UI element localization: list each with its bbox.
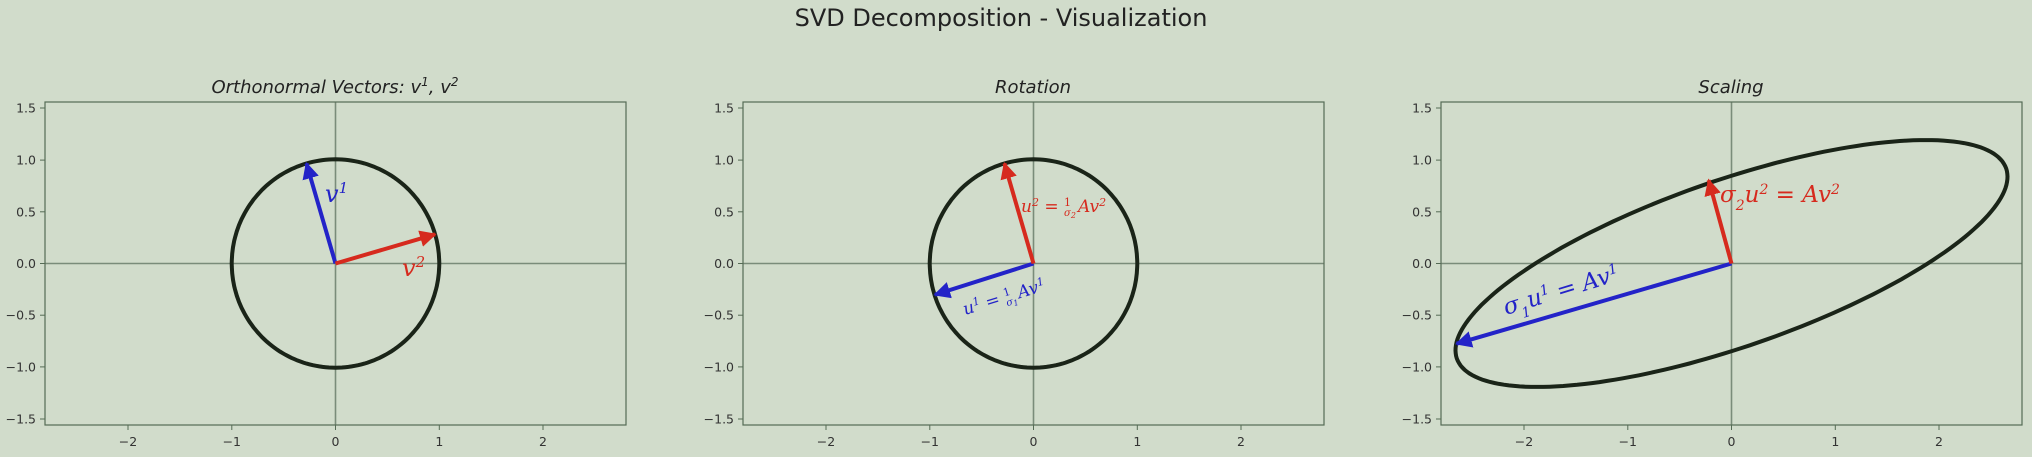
vector-u1 bbox=[933, 261, 1035, 299]
vector-sigma1_u1 bbox=[1454, 261, 1733, 348]
x-tick-label: 1 bbox=[1831, 434, 1839, 449]
panel-title-rotation: Rotation bbox=[995, 77, 1071, 98]
panel-orthonormal-vectors: Orthonormal Vectors: v1, v2 1.5 1.0 0.5 … bbox=[6, 75, 627, 449]
x-tick-label: −2 bbox=[119, 434, 137, 449]
y-tick-label: −1.0 bbox=[1402, 359, 1432, 374]
x-tick-label: 2 bbox=[539, 434, 547, 449]
vector-v1 bbox=[302, 161, 338, 265]
x-tick-labels: −2 −1 0 1 2 bbox=[119, 434, 547, 449]
y-tick-label: −1.5 bbox=[6, 412, 36, 427]
transformed-ellipse bbox=[1453, 138, 2010, 389]
x-tick-label: −2 bbox=[817, 434, 835, 449]
axes-panel-3: 1.5 1.0 0.5 0.0 −0.5 −1.0 −1.5 −2 −1 0 1… bbox=[1402, 101, 2023, 449]
vector-label-sigma1-u1: σ1u1 = Av1 bbox=[1500, 261, 1624, 327]
y-tick-labels: 1.5 1.0 0.5 0.0 −0.5 −1.0 −1.5 bbox=[6, 101, 36, 427]
x-tick-label: −1 bbox=[921, 434, 939, 449]
y-tick-label: −0.5 bbox=[704, 308, 734, 323]
panel-2-marks bbox=[927, 157, 1140, 370]
vector-label-v1: v1 bbox=[325, 179, 348, 208]
y-tick-labels: 1.5 1.0 0.5 0.0 −0.5 −1.0 −1.5 bbox=[704, 101, 734, 427]
y-tick-label: −1.5 bbox=[1402, 412, 1432, 427]
unit-circle bbox=[927, 157, 1140, 370]
vector-u2 bbox=[1000, 161, 1036, 265]
vector-v2 bbox=[334, 230, 437, 266]
y-tick-label: −1.0 bbox=[6, 359, 36, 374]
unit-circle bbox=[229, 157, 442, 370]
x-tick-label: 1 bbox=[435, 434, 443, 449]
x-tick-label: 0 bbox=[1728, 434, 1736, 449]
vector-label-sigma2-u2: σ2u2 = Av2 bbox=[1720, 182, 1840, 214]
panel-3-marks bbox=[1453, 138, 2010, 389]
y-tick-label: 1.5 bbox=[1412, 101, 1432, 116]
vector-label-v2: v2 bbox=[402, 253, 425, 282]
axes-panel-2: 1.5 1.0 0.5 0.0 −0.5 −1.0 −1.5 −2 −1 0 1… bbox=[704, 101, 1325, 449]
x-tick-label: 2 bbox=[1237, 434, 1245, 449]
y-tick-label: 1.0 bbox=[16, 153, 36, 168]
y-tick-label: −0.5 bbox=[6, 308, 36, 323]
y-tick-label: 0.0 bbox=[1412, 256, 1432, 271]
axes-panel-1: 1.5 1.0 0.5 0.0 −0.5 −1.0 −1.5 −2 −1 0 1… bbox=[6, 101, 627, 449]
y-tick-label: −1.0 bbox=[704, 359, 734, 374]
y-tick-label: 0.0 bbox=[16, 256, 36, 271]
y-tick-label: −1.5 bbox=[704, 412, 734, 427]
y-tick-label: 0.5 bbox=[1412, 204, 1432, 219]
y-tick-label: 1.5 bbox=[714, 101, 734, 116]
y-tick-label: 0.5 bbox=[714, 204, 734, 219]
x-tick-labels: −2 −1 0 1 2 bbox=[817, 434, 1245, 449]
y-tick-label: 0.5 bbox=[16, 204, 36, 219]
x-tick-label: 1 bbox=[1133, 434, 1141, 449]
y-tick-label: 0.0 bbox=[714, 256, 734, 271]
panel-scaling: Scaling 1.5 1.0 0.5 0.0 −0.5 −1.0 −1.5 −… bbox=[1402, 77, 2023, 449]
y-tick-label: −0.5 bbox=[1402, 308, 1432, 323]
x-tick-label: 2 bbox=[1935, 434, 1943, 449]
x-tick-label: −2 bbox=[1515, 434, 1533, 449]
y-tick-label: 1.5 bbox=[16, 101, 36, 116]
x-tick-label: −1 bbox=[1619, 434, 1637, 449]
figure-suptitle: SVD Decomposition - Visualization bbox=[795, 4, 1208, 32]
y-tick-labels: 1.5 1.0 0.5 0.0 −0.5 −1.0 −1.5 bbox=[1402, 101, 1432, 427]
y-tick-label: 1.0 bbox=[1412, 153, 1432, 168]
x-tick-label: 0 bbox=[332, 434, 340, 449]
panel-1-marks bbox=[229, 157, 442, 370]
panel-rotation: Rotation 1.5 1.0 0.5 0.0 −0.5 −1.0 −1.5 … bbox=[704, 77, 1325, 449]
x-tick-labels: −2 −1 0 1 2 bbox=[1515, 434, 1943, 449]
y-tick-label: 1.0 bbox=[714, 153, 734, 168]
x-tick-label: 0 bbox=[1030, 434, 1038, 449]
panel-title-orthonormal: Orthonormal Vectors: v1, v2 bbox=[211, 75, 458, 98]
x-tick-label: −1 bbox=[223, 434, 241, 449]
vector-sigma2_u2 bbox=[1704, 178, 1734, 265]
panel-title-scaling: Scaling bbox=[1698, 77, 1763, 98]
